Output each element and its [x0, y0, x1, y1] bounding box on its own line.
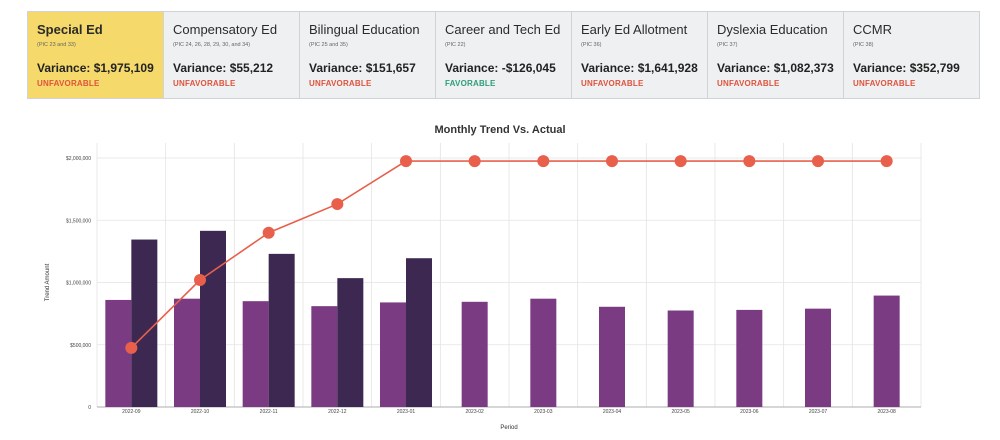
line-point [125, 341, 138, 354]
bar-trend [380, 302, 406, 407]
y-tick-label: $2,000,000 [66, 156, 91, 162]
x-tick-label: 2022-10 [191, 409, 210, 415]
x-tick-label: 2023-05 [671, 409, 690, 415]
card-status: UNFAVORABLE [853, 79, 916, 88]
y-tick-label: $1,500,000 [66, 218, 91, 224]
line-point [743, 155, 756, 168]
x-tick-label: 2023-06 [740, 409, 759, 415]
card-subtitle: (PIC 36) [581, 42, 602, 48]
x-tick-label: 2023-04 [603, 409, 622, 415]
card-title: Compensatory Ed [173, 22, 278, 37]
card-variance: Variance: $151,657 [309, 61, 416, 75]
card-status: UNFAVORABLE [581, 79, 644, 88]
card-ccmr[interactable]: CCMR (PIC 38) Variance: $352,799 UNFAVORABL… [844, 12, 979, 98]
x-tick-label: 2022-09 [122, 409, 141, 415]
card-variance: Variance: -$126,045 [445, 61, 556, 75]
card-title: Career and Tech Ed [445, 22, 561, 37]
card-variance: Variance: $352,799 [853, 61, 960, 75]
bar-trend [805, 308, 831, 407]
card-status: UNFAVORABLE [37, 79, 100, 88]
line-point [674, 155, 687, 168]
bar-trend [873, 295, 900, 407]
card-title: Bilingual Education [309, 22, 420, 37]
bar-actual [131, 239, 158, 407]
bar-actual [268, 253, 295, 407]
card-status: UNFAVORABLE [717, 79, 780, 88]
x-tick-label: 2023-07 [809, 409, 828, 415]
x-axis-label: Period [500, 425, 517, 431]
chart-title: Monthly Trend Vs. Actual [434, 124, 566, 136]
card-title: Special Ed [37, 22, 103, 37]
card-compensatory-ed[interactable]: Compensatory Ed (PIC 24, 26, 28, 29, 30, … [164, 12, 300, 98]
bar-trend [311, 306, 338, 407]
card-status: UNFAVORABLE [173, 79, 236, 88]
card-special-ed[interactable]: Special Ed (PIC 23 and 33) Variance: $1,97… [28, 12, 164, 98]
line-point [468, 155, 481, 168]
bar-actual [406, 258, 432, 407]
bar-trend [530, 298, 557, 407]
card-subtitle: (PIC 24, 26, 28, 29, 30, and 34) [173, 42, 251, 48]
bar-trend [736, 309, 763, 407]
bar-actual [200, 230, 226, 407]
y-tick-label: $500,000 [70, 343, 91, 349]
line-point [606, 155, 618, 168]
line-point [812, 155, 824, 168]
x-tick-label: 2023-03 [534, 409, 553, 415]
x-tick-label: 2022-11 [260, 409, 278, 415]
card-title: Early Ed Allotment [581, 22, 688, 37]
line-point [537, 155, 550, 168]
card-title: CCMR [853, 22, 892, 37]
card-status: FAVORABLE [445, 79, 496, 88]
card-subtitle: (PIC 23 and 33) [37, 42, 76, 48]
bar-trend [461, 301, 488, 407]
card-early-ed-allotment[interactable]: Early Ed Allotment (PIC 36) Variance: $1,6… [572, 12, 708, 98]
card-status: UNFAVORABLE [309, 79, 372, 88]
bar-trend [105, 299, 132, 407]
card-subtitle: (PIC 38) [853, 42, 874, 48]
x-tick-label: 2022-12 [328, 409, 347, 415]
card-dyslexia-education[interactable]: Dyslexia Education (PIC 37) Variance: $1,0… [708, 12, 844, 98]
bar-trend [667, 310, 694, 407]
y-axis-label: Trend Amount [45, 263, 51, 301]
variance-cards: Special Ed (PIC 23 and 33) Variance: $1,97… [27, 11, 980, 99]
line-point [880, 155, 893, 168]
card-title: Dyslexia Education [717, 22, 828, 37]
card-variance: Variance: $1,082,373 [717, 61, 834, 75]
card-subtitle: (PIC 22) [445, 42, 466, 48]
line-point [331, 198, 344, 211]
card-subtitle: (PIC 37) [717, 42, 738, 48]
bar-trend [599, 306, 625, 407]
line-point [262, 226, 275, 239]
bar-trend [174, 298, 200, 407]
card-subtitle: (PIC 25 and 35) [309, 42, 348, 48]
card-career-and-tech-ed[interactable]: Career and Tech Ed (PIC 22) Variance: -$12… [436, 12, 572, 98]
line-series [130, 160, 887, 349]
card-variance: Variance: $55,212 [173, 61, 274, 75]
bar-actual [337, 278, 364, 407]
x-tick-label: 2023-02 [465, 409, 484, 415]
x-tick-label: 2023-08 [877, 409, 896, 415]
card-bilingual-education[interactable]: Bilingual Education (PIC 25 and 35) Varian… [300, 12, 436, 98]
card-variance: Variance: $1,975,109 [37, 61, 154, 75]
x-tick-label: 2023-01 [397, 409, 416, 415]
y-tick-label: 0 [88, 405, 91, 411]
line-point [194, 274, 206, 287]
line-point [400, 155, 412, 168]
bar-trend [242, 301, 269, 407]
card-variance: Variance: $1,641,928 [581, 61, 698, 75]
y-tick-label: $1,000,000 [66, 281, 91, 287]
